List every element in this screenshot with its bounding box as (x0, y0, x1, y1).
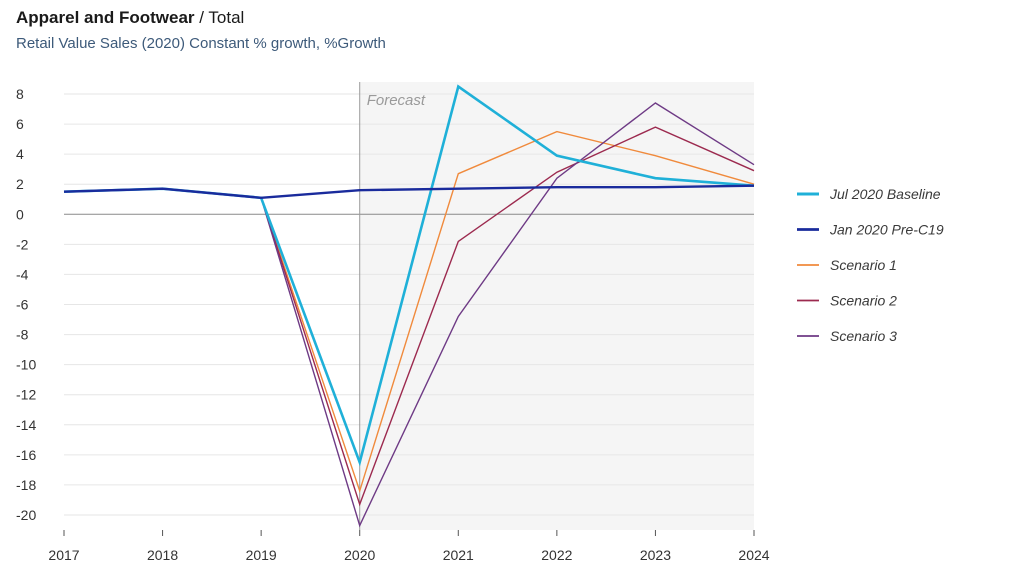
forecast-region (359, 82, 754, 530)
forecast-label: Forecast (367, 92, 426, 109)
x-tick-label: 2024 (738, 547, 769, 563)
x-tick-label: 2022 (541, 547, 572, 563)
legend-label: Scenario 1 (830, 257, 897, 273)
y-tick-label: -12 (16, 387, 36, 403)
y-tick-label: 4 (16, 146, 24, 162)
y-tick-label: 6 (16, 116, 24, 132)
x-tick-label: 2021 (443, 547, 474, 563)
legend-label: Jul 2020 Baseline (829, 186, 941, 202)
y-tick-label: -16 (16, 447, 36, 463)
legend: Jul 2020 Baseline Jan 2020 Pre-C19 Scenari… (797, 186, 944, 344)
legend-label: Scenario 3 (830, 328, 897, 344)
y-tick-label: -20 (16, 507, 36, 523)
y-tick-label: -6 (16, 296, 29, 312)
legend-label: Scenario 2 (830, 293, 897, 309)
y-tick-label: 0 (16, 206, 24, 222)
chart-title-main: Apparel and Footwear (16, 8, 195, 27)
x-tick-label: 2020 (344, 547, 375, 563)
chart-subtitle: Retail Value Sales (2020) Constant % gro… (16, 35, 386, 52)
chart-title: Apparel and Footwear / Total (16, 8, 244, 28)
x-tick-label: 2017 (48, 547, 79, 563)
y-tick-label: 8 (16, 86, 24, 102)
chart-title-suffix: / Total (194, 8, 245, 27)
x-tick-label: 2018 (147, 547, 178, 563)
y-tick-label: 2 (16, 176, 24, 192)
legend-label: Jan 2020 Pre-C19 (829, 222, 944, 238)
x-axis-ticks: 2017 2018 2019 2020 2021 2022 2023 2024 (48, 530, 770, 563)
y-tick-label: -2 (16, 236, 29, 252)
y-axis-ticks: 8 6 4 2 0 -2 -4 -6 -8 -10 -12 -14 -16 -18 -20 (16, 86, 36, 523)
y-tick-label: -10 (16, 357, 36, 373)
y-tick-label: -14 (16, 417, 36, 433)
y-tick-label: -4 (16, 266, 29, 282)
y-tick-label: -8 (16, 327, 29, 343)
x-tick-label: 2023 (640, 547, 671, 563)
series-line-jan-2020-pre-c19 (63, 184, 755, 200)
x-tick-label: 2019 (246, 547, 277, 563)
y-tick-label: -18 (16, 477, 36, 493)
series-lines (63, 84, 755, 528)
